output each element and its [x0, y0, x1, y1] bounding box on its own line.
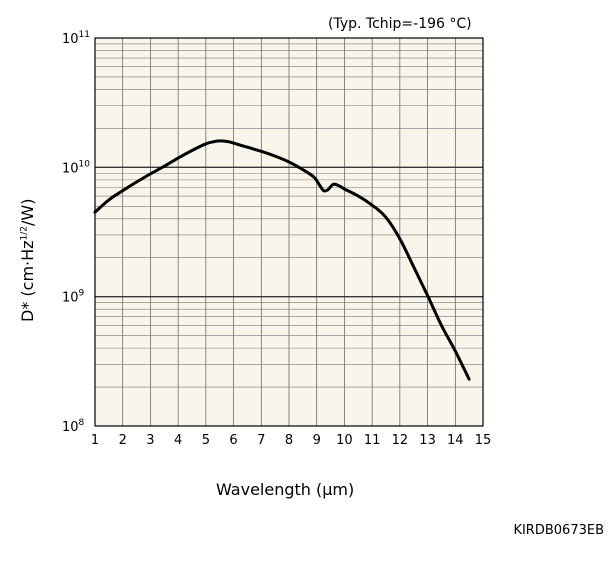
x-tick-label: 9: [313, 433, 321, 448]
measurement-condition: (Typ. Tchip=-196 °C): [328, 16, 472, 32]
y-axis-label: D* (cm·Hz1/2/W): [18, 199, 37, 322]
y-axis-label-suffix: /W): [18, 198, 37, 226]
x-tick-label: 10: [336, 433, 353, 448]
detectivity-curve: [93, 139, 471, 381]
x-tick-label: 11: [364, 433, 381, 448]
x-tick-label: 15: [475, 433, 492, 448]
x-tick-label: 6: [229, 433, 237, 448]
x-tick-label: 7: [257, 433, 265, 448]
y-axis-label-exponent: 1/2: [19, 225, 30, 241]
x-tick-label: 14: [447, 433, 464, 448]
figure-code: KIRDB0673EB: [513, 523, 604, 538]
y-tick-label: 1011: [62, 30, 90, 47]
y-tick-base: 10: [62, 291, 79, 306]
x-tick-label: 13: [419, 433, 436, 448]
y-tick-exponent: 8: [79, 418, 85, 428]
x-tick-labels: 1 2 3 4 5 6 7 8 9 10 11 12 13 14 15: [91, 433, 491, 448]
y-tick-base: 10: [62, 161, 79, 176]
y-tick-exponent: 11: [79, 30, 90, 40]
y-tick-label: 1010: [62, 159, 90, 176]
y-tick-base: 10: [62, 32, 79, 47]
y-axis-label-prefix: D* (cm·Hz: [18, 240, 37, 322]
y-tick-exponent: 10: [79, 159, 91, 169]
x-tick-label: 12: [392, 433, 409, 448]
x-tick-label: 2: [119, 433, 127, 448]
x-tick-label: 3: [146, 433, 154, 448]
y-tick-exponent: 9: [79, 289, 85, 299]
x-tick-label: 8: [285, 433, 293, 448]
x-axis-label: Wavelength (µm): [216, 480, 355, 499]
x-tick-label: 5: [202, 433, 210, 448]
grid-lines: [94, 37, 484, 427]
y-tick-base: 10: [62, 420, 79, 435]
x-tick-label: 4: [174, 433, 182, 448]
x-tick-label: 1: [91, 433, 99, 448]
y-tick-label: 108: [62, 418, 85, 435]
y-tick-label: 109: [62, 289, 85, 306]
plot-frame: [94, 37, 484, 427]
